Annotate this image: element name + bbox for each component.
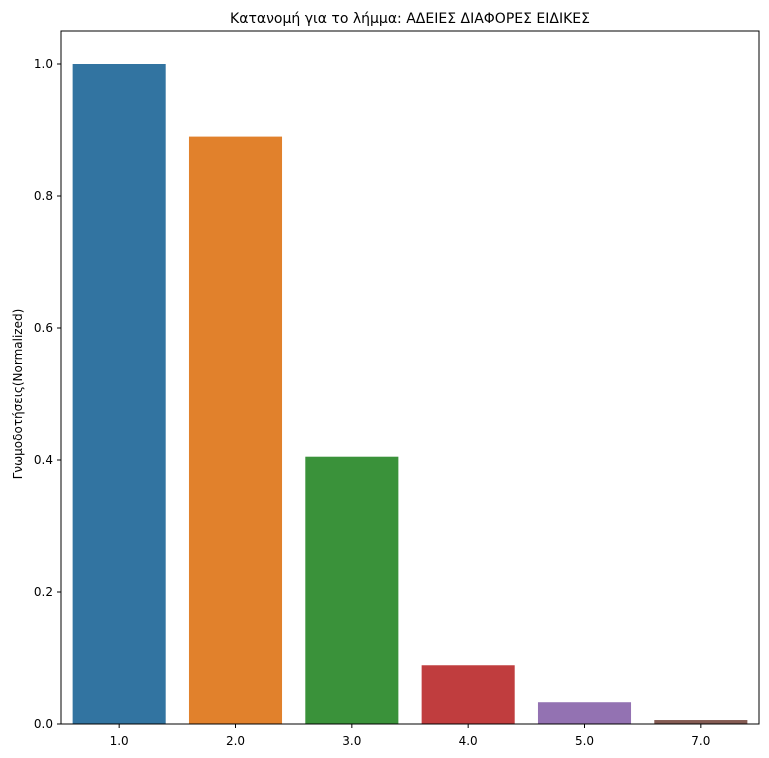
chart-title: Κατανομή για το λήμμα: ΑΔΕΙΕΣ ΔΙΑΦΟΡΕΣ Ε… <box>230 11 590 27</box>
x-ticks-group: 1.0 2.0 3.0 4.0 5.0 7.0 <box>110 724 710 748</box>
y-axis-label: Γνωμοδοτήσεις(Normalized) <box>11 309 25 480</box>
y-ticks-group: 0.0 0.2 0.4 0.6 0.8 1.0 <box>34 57 61 731</box>
x-tick-label: 4.0 <box>459 734 478 748</box>
y-tick-label: 0.2 <box>34 585 53 599</box>
x-tick-label: 7.0 <box>691 734 710 748</box>
bars-group <box>72 64 748 725</box>
plot-frame <box>60 30 760 725</box>
y-tick-label: 1.0 <box>34 57 53 71</box>
y-tick-label: 0.4 <box>34 453 53 467</box>
bar-5.0 <box>537 702 632 724</box>
y-tick-label: 0.0 <box>34 717 53 731</box>
x-tick-label: 2.0 <box>226 734 245 748</box>
bar-2.0 <box>188 136 283 725</box>
y-tick-label: 0.6 <box>34 321 53 335</box>
bar-7.0 <box>654 720 748 724</box>
x-tick-label: 3.0 <box>342 734 361 748</box>
y-tick-label: 0.8 <box>34 189 53 203</box>
x-tick-label: 1.0 <box>110 734 129 748</box>
bar-3.0 <box>305 456 399 724</box>
bar-1.0 <box>72 64 166 724</box>
bar-4.0 <box>421 665 515 724</box>
x-tick-label: 5.0 <box>575 734 594 748</box>
